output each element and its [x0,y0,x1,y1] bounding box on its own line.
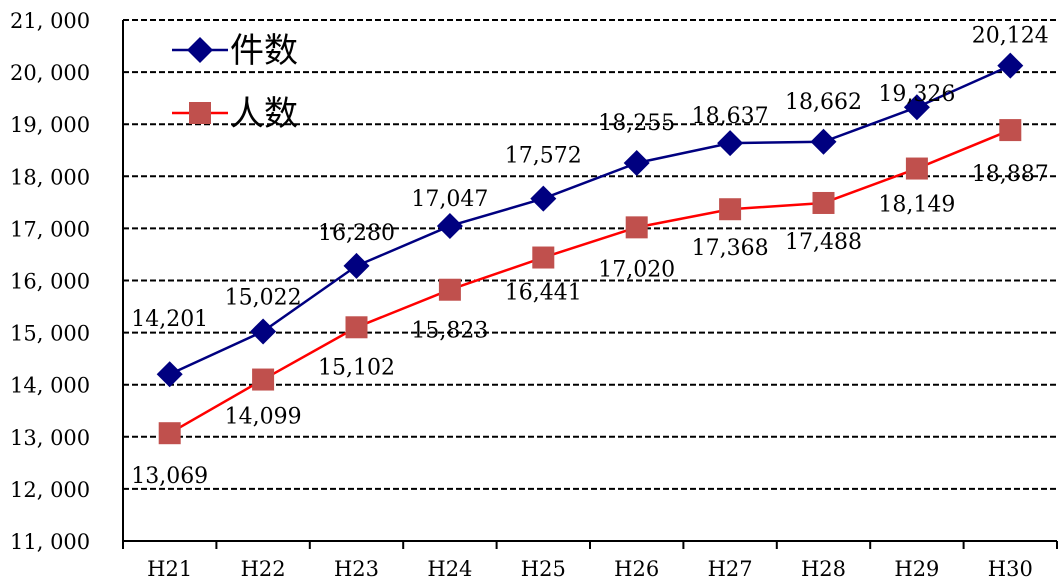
y-tick-label: 18, 000 [10,165,90,189]
data-label-cases: 16,280 [318,221,395,246]
data-point-cases [156,361,183,388]
data-point-people [812,191,835,214]
x-tick-label: H22 [241,557,286,581]
legend-label: 人数 [230,94,298,134]
y-tick-label: 13, 000 [10,426,90,450]
x-tick-label: H24 [427,557,472,581]
data-label-people: 14,099 [225,405,302,430]
data-point-cases [250,318,277,345]
data-label-people: 15,102 [318,355,395,380]
series-line-people [169,128,1011,435]
data-point-people [532,246,555,269]
data-point-people [438,278,461,301]
data-label-people: 17,488 [785,230,862,255]
y-tick-label: 12, 000 [10,478,90,502]
y-tick-label: 15, 000 [10,322,90,346]
x-tick-label: H21 [147,557,192,581]
data-label-people: 17,020 [598,257,675,282]
data-label-people: 13,069 [131,464,208,489]
diamond-icon [187,37,213,63]
y-tick-label: 20, 000 [10,61,90,85]
series-lines [169,64,1011,435]
data-label-people: 18,887 [972,162,1049,187]
data-labels: 14,201 15,022 16,280 17,047 17,572 18,255 18,6… [131,24,1049,490]
data-point-people [158,422,181,445]
legend-item-people: 人数 [172,94,298,134]
data-label-people: 15,823 [411,319,488,344]
data-point-cases [436,212,463,239]
x-tick-label: H28 [801,557,846,581]
y-axis-ticks: 11, 000 12, 000 13, 000 14, 000 15, 000 16, 0… [10,9,90,554]
y-tick-label: 19, 000 [10,113,90,137]
data-label-cases: 15,022 [225,285,302,310]
y-tick-label: 21, 000 [10,9,90,33]
data-label-people: 18,149 [878,193,955,218]
square-icon [189,102,211,124]
x-tick-label: H25 [521,557,566,581]
data-point-cases [530,185,557,212]
x-tick-label: H23 [334,557,379,581]
x-tick-label: H30 [988,557,1033,581]
data-label-cases: 18,662 [785,90,862,115]
data-label-cases: 17,047 [411,187,488,212]
legend-item-cases: 件数 [172,31,298,71]
data-label-cases: 19,326 [878,82,955,107]
data-point-cases [997,52,1024,79]
data-label-cases: 18,255 [598,111,675,136]
x-axis-ticks: H21 H22 H23 H24 H25 H26 H27 H28 H29 H30 [147,557,1033,581]
data-label-people: 17,368 [692,236,769,261]
data-point-people [905,157,928,180]
data-label-cases: 14,201 [131,307,208,332]
axes [122,20,1058,549]
data-point-cases [903,94,930,121]
series-markers [156,52,1024,445]
data-label-cases: 17,572 [505,144,582,169]
y-tick-label: 16, 000 [10,270,90,294]
data-label-people: 16,441 [505,281,582,306]
data-point-cases [810,128,837,155]
data-point-people [719,198,742,221]
data-label-cases: 20,124 [972,24,1049,49]
data-label-cases: 18,637 [692,104,769,129]
data-point-people [625,216,648,239]
x-tick-label: H29 [894,557,939,581]
data-point-cases [717,130,744,157]
y-tick-label: 17, 000 [10,217,90,241]
y-tick-label: 11, 000 [10,530,90,554]
x-tick-label: H26 [614,557,659,581]
x-tick-label: H27 [708,557,753,581]
y-tick-label: 14, 000 [10,374,90,398]
data-point-cases [623,150,650,177]
data-point-people [345,316,368,339]
series-line-cases [169,64,1011,376]
data-point-people [252,368,275,391]
gridlines [123,19,1057,490]
legend-label: 件数 [230,31,298,71]
data-point-people [999,119,1022,142]
data-point-cases [343,252,370,279]
